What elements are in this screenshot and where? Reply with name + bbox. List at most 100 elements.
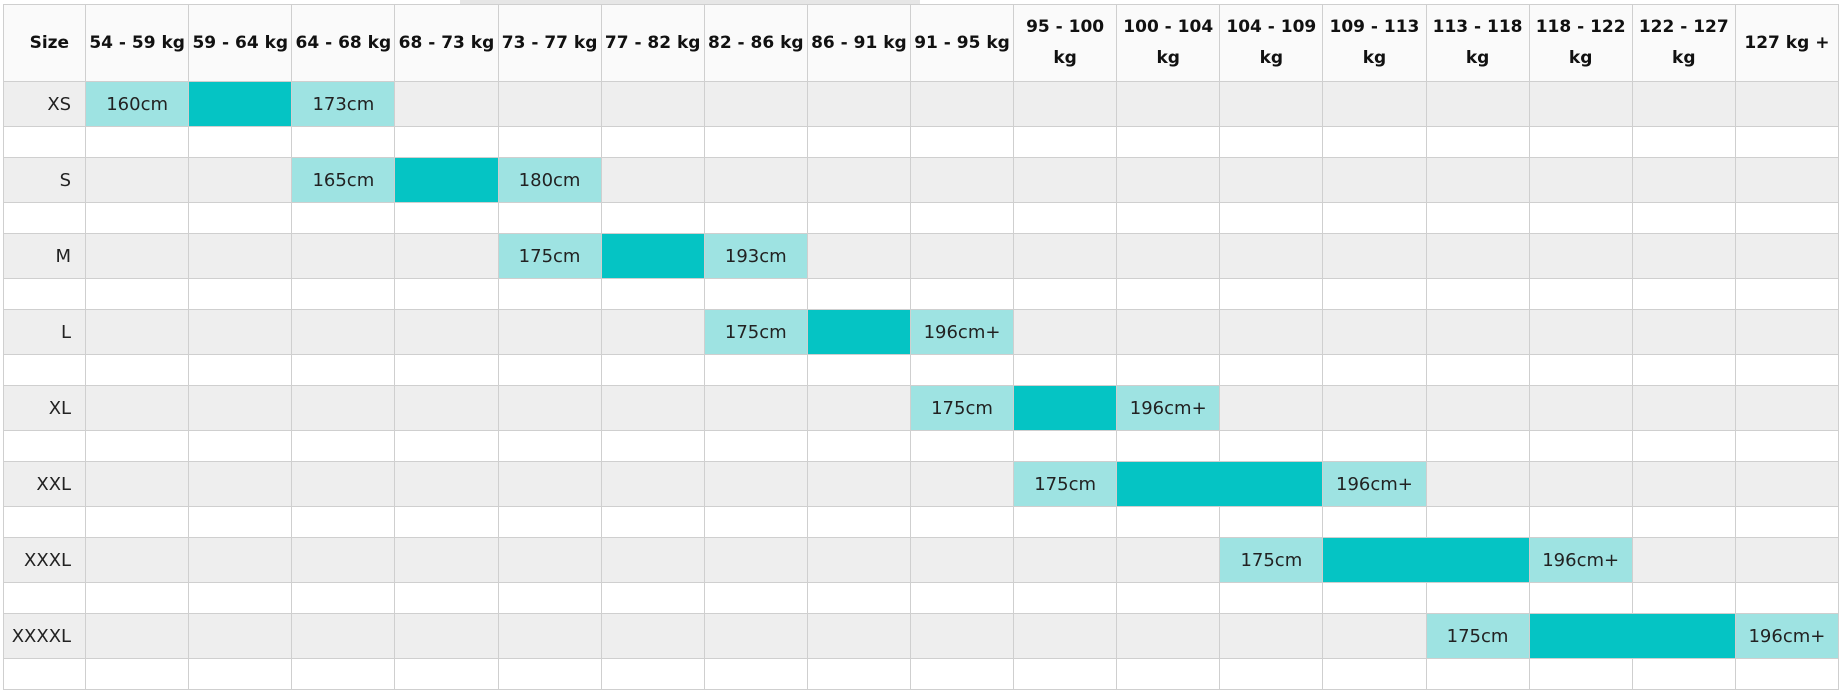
empty-cell <box>909 157 1015 203</box>
top-scroll-edge <box>460 0 920 4</box>
empty-cell <box>1631 461 1736 507</box>
range-start-height: 175cm <box>703 309 808 355</box>
spacer-cell <box>1322 582 1427 614</box>
spacer-cell <box>394 506 499 538</box>
empty-cell <box>394 461 499 507</box>
empty-cell <box>394 613 499 659</box>
spacer-cell <box>1734 582 1840 614</box>
size-row-l: L 175cm 196cm+ <box>2 309 1840 355</box>
size-chart-body: XS 160cm 173cm S 165cm 180cm M 175cm 193cm L 175cm… <box>2 81 1840 690</box>
range-end-height: 196cm+ <box>1528 537 1633 583</box>
spacer-cell <box>1219 506 1324 538</box>
spacer-cell <box>394 354 499 386</box>
spacer-cell <box>1219 430 1324 462</box>
range-start-height: 175cm <box>1425 613 1530 659</box>
spacer-cell <box>909 202 1015 234</box>
range-start-height: 175cm <box>1013 461 1118 507</box>
empty-cell <box>394 81 499 127</box>
spacer-cell <box>85 126 190 158</box>
spacer-cell <box>1013 278 1118 310</box>
spacer-cell <box>703 126 808 158</box>
weight-column-header: 59 - 64 kg <box>188 4 293 82</box>
empty-cell <box>1219 385 1324 431</box>
spacer-cell <box>497 582 602 614</box>
spacer-cell <box>1631 278 1736 310</box>
spacer-cell <box>1219 278 1324 310</box>
spacer-cell <box>600 202 705 234</box>
range-end-height: 180cm <box>497 157 602 203</box>
spacer-row <box>2 126 1840 158</box>
spacer-cell <box>1734 126 1840 158</box>
empty-cell <box>1013 537 1118 583</box>
spacer-cell <box>1425 430 1530 462</box>
spacer-cell <box>1322 202 1427 234</box>
empty-cell <box>1322 81 1427 127</box>
spacer-cell <box>394 658 499 690</box>
empty-cell <box>703 81 808 127</box>
spacer-cell <box>2 354 87 386</box>
empty-cell <box>600 309 705 355</box>
spacer-cell <box>497 430 602 462</box>
spacer-cell <box>85 506 190 538</box>
empty-cell <box>1013 613 1118 659</box>
spacer-cell <box>188 126 293 158</box>
spacer-cell <box>85 354 190 386</box>
range-start-height: 165cm <box>291 157 396 203</box>
empty-cell <box>85 309 190 355</box>
spacer-cell <box>1219 658 1324 690</box>
spacer-cell <box>1116 354 1221 386</box>
range-fill-bar <box>806 309 911 355</box>
spacer-cell <box>188 202 293 234</box>
empty-cell <box>806 385 911 431</box>
spacer-cell <box>1528 126 1633 158</box>
weight-column-header: 127 kg + <box>1734 4 1840 82</box>
header-row: Size 54 - 59 kg 59 - 64 kg 64 - 68 kg 68 - … <box>2 4 1840 82</box>
spacer-cell <box>1219 354 1324 386</box>
empty-cell <box>703 613 808 659</box>
range-fill-bar <box>600 233 705 279</box>
range-end-height: 196cm+ <box>909 309 1015 355</box>
empty-cell <box>1219 309 1324 355</box>
empty-cell <box>1219 613 1324 659</box>
spacer-cell <box>2 506 87 538</box>
empty-cell <box>806 537 911 583</box>
empty-cell <box>1528 385 1633 431</box>
spacer-cell <box>806 582 911 614</box>
range-fill-bar <box>1116 461 1324 507</box>
spacer-cell <box>188 278 293 310</box>
empty-cell <box>1219 157 1324 203</box>
empty-cell <box>600 157 705 203</box>
weight-column-header: 118 - 122 kg <box>1528 4 1633 82</box>
empty-cell <box>703 461 808 507</box>
spacer-cell <box>291 658 396 690</box>
spacer-cell <box>1631 354 1736 386</box>
empty-cell <box>600 461 705 507</box>
empty-cell <box>1116 613 1221 659</box>
empty-cell <box>497 613 602 659</box>
spacer-cell <box>2 278 87 310</box>
spacer-cell <box>1425 658 1530 690</box>
empty-cell <box>806 157 911 203</box>
empty-cell <box>188 385 293 431</box>
size-label: M <box>2 233 87 279</box>
spacer-cell <box>1219 202 1324 234</box>
spacer-cell <box>1219 126 1324 158</box>
empty-cell <box>1734 537 1840 583</box>
size-label: XS <box>2 81 87 127</box>
empty-cell <box>1322 157 1427 203</box>
spacer-cell <box>1631 582 1736 614</box>
spacer-cell <box>394 202 499 234</box>
size-label: L <box>2 309 87 355</box>
empty-cell <box>1734 309 1840 355</box>
size-row-xxl: XXL 175cm 196cm+ <box>2 461 1840 507</box>
spacer-cell <box>1528 506 1633 538</box>
empty-cell <box>291 309 396 355</box>
empty-cell <box>85 385 190 431</box>
spacer-cell <box>1219 582 1324 614</box>
spacer-cell <box>394 126 499 158</box>
empty-cell <box>1116 537 1221 583</box>
spacer-cell <box>909 658 1015 690</box>
range-start-height: 175cm <box>497 233 602 279</box>
spacer-cell <box>1013 430 1118 462</box>
spacer-cell <box>85 582 190 614</box>
